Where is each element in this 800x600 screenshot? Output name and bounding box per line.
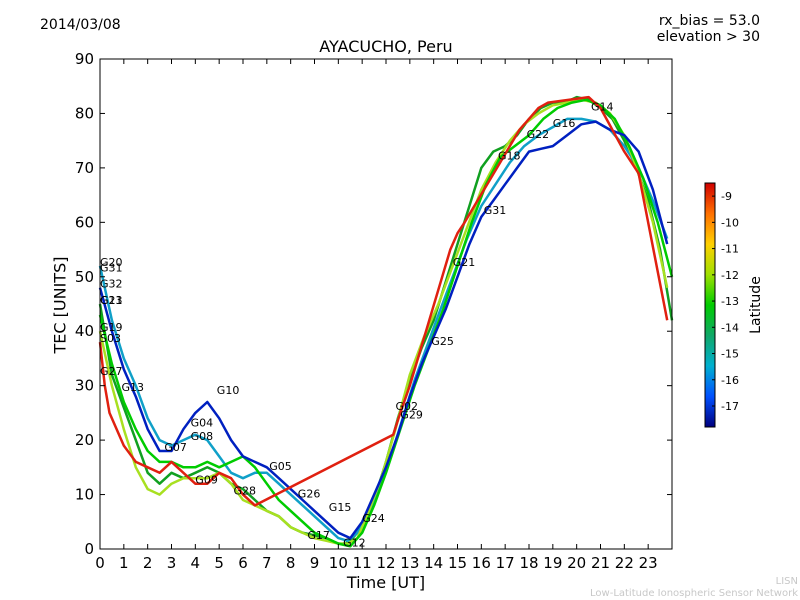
x-tick-label: 18 xyxy=(519,554,538,572)
x-tick-label: 1 xyxy=(119,554,129,572)
satellite-label-g21: G21 xyxy=(453,256,476,269)
colorbar-tick-label: -11 xyxy=(721,243,739,256)
colorbar-tick-label: -13 xyxy=(721,295,739,308)
y-tick-label: 70 xyxy=(75,159,94,177)
satellite-label-g07: G07 xyxy=(164,441,187,454)
satellite-label-s03: S03 xyxy=(100,332,121,345)
x-tick-label: 13 xyxy=(400,554,419,572)
satellite-label-g20: G20 xyxy=(100,256,123,269)
y-tick-label: 60 xyxy=(75,213,94,231)
colorbar-ticks: -9 -10 -11 -12 -13 -14 -15 -16 -17 xyxy=(712,190,739,413)
y-axis: 0 10 20 30 40 50 60 70 80 90 xyxy=(75,50,672,558)
colorbar-tick-label: -9 xyxy=(721,190,732,203)
satellite-label-g31: G31 xyxy=(100,261,123,274)
satellite-label-g22: G22 xyxy=(527,128,550,141)
y-tick-label: 10 xyxy=(75,486,94,504)
x-tick-label: 11 xyxy=(353,554,372,572)
satellite-label-g32: G32 xyxy=(100,278,123,291)
y-tick-label: 80 xyxy=(75,104,94,122)
x-tick-label: 0 xyxy=(95,554,105,572)
satellite-label-g19: G19 xyxy=(100,321,123,334)
satellite-label-g25: G25 xyxy=(431,335,454,348)
x-tick-label: 23 xyxy=(639,554,658,572)
satellite-label-g24: G24 xyxy=(362,512,385,525)
credit-long: Low-Latitude Ionospheric Sensor Network xyxy=(590,588,798,599)
y-axis-label: TEC [UNITS] xyxy=(50,256,70,354)
x-axis-label: Time [UT] xyxy=(346,573,426,592)
satellite-label-g29: G29 xyxy=(400,408,423,421)
satellite-label-g04: G04 xyxy=(191,417,214,430)
y-tick-label: 0 xyxy=(84,540,94,558)
series-line-trend-E xyxy=(98,120,669,540)
y-tick-label: 50 xyxy=(75,268,94,286)
y-tick-label: 40 xyxy=(75,322,94,340)
x-tick-label: 22 xyxy=(615,554,634,572)
x-tick-label: 12 xyxy=(376,554,395,572)
x-tick-label: 14 xyxy=(424,554,443,572)
x-tick-label: 21 xyxy=(591,554,610,572)
x-tick-label: 10 xyxy=(329,554,348,572)
x-tick-label: 3 xyxy=(167,554,177,572)
colorbar-tick-label: -14 xyxy=(721,321,739,334)
satellite-label-g16: G16 xyxy=(553,117,576,130)
satellite-label-g17: G17 xyxy=(307,529,330,542)
x-tick-label: 5 xyxy=(214,554,224,572)
x-tick-label: 6 xyxy=(238,554,248,572)
satellite-label-g13: G13 xyxy=(122,381,145,394)
series-line-trend-F xyxy=(98,95,669,507)
y-tick-label: 30 xyxy=(75,377,94,395)
x-tick-label: 7 xyxy=(262,554,272,572)
colorbar xyxy=(704,182,716,428)
satellite-label-g15: G15 xyxy=(329,501,352,514)
satellite-label-g26: G26 xyxy=(298,487,321,500)
x-tick-label: 9 xyxy=(310,554,320,572)
credit-short: LISN xyxy=(775,576,798,587)
satellite-label-g11: G11 xyxy=(100,294,123,307)
colorbar-tick-label: -16 xyxy=(721,374,739,387)
satellite-label-g02: G02 xyxy=(396,400,419,413)
satellite-label-g09: G09 xyxy=(195,474,218,487)
x-tick-label: 17 xyxy=(496,554,515,572)
x-tick-label: 20 xyxy=(567,554,586,572)
x-tick-label: 2 xyxy=(143,554,153,572)
y-tick-label: 90 xyxy=(75,50,94,68)
colorbar-tick-label: -17 xyxy=(721,400,739,413)
chart-title: AYACUCHO, Peru xyxy=(319,37,453,56)
satellite-label-g10: G10 xyxy=(217,384,240,397)
series-layer xyxy=(98,95,674,548)
y-tick-label: 20 xyxy=(75,431,94,449)
colorbar-tick-label: -12 xyxy=(721,269,739,282)
satellite-label-g12: G12 xyxy=(343,536,366,549)
satellite-label-g05: G05 xyxy=(269,460,292,473)
satellite-label-g23: G23 xyxy=(100,294,123,307)
rx-bias-label: rx_bias = 53.0 xyxy=(658,13,760,29)
satellite-label-g31: G31 xyxy=(484,204,507,217)
elevation-label: elevation > 30 xyxy=(656,29,760,45)
x-tick-label: 16 xyxy=(472,554,491,572)
x-tick-label: 19 xyxy=(543,554,562,572)
satellite-label-g14: G14 xyxy=(591,101,614,114)
satellite-label-g18: G18 xyxy=(498,150,521,163)
satellite-label-g28: G28 xyxy=(234,485,257,498)
colorbar-tick-label: -15 xyxy=(721,348,739,361)
x-axis: 0 1 2 3 4 5 6 7 8 9 10 11 12 13 14 15 16 17 18 19 20 21 22 23 xyxy=(95,59,658,572)
date-label: 2014/03/08 xyxy=(40,17,121,33)
colorbar-tick-label: -10 xyxy=(721,216,739,229)
x-tick-label: 15 xyxy=(448,554,467,572)
x-tick-label: 8 xyxy=(286,554,296,572)
satellite-label-g08: G08 xyxy=(191,430,214,443)
colorbar-label: Latitude xyxy=(748,276,764,334)
series-line-trend-D xyxy=(98,98,674,548)
x-tick-label: 4 xyxy=(191,554,201,572)
satellite-label-g27: G27 xyxy=(100,365,123,378)
satellite-labels: G20G31G32G23G11G19S03G27G13G07G04G08G10G… xyxy=(100,101,614,550)
